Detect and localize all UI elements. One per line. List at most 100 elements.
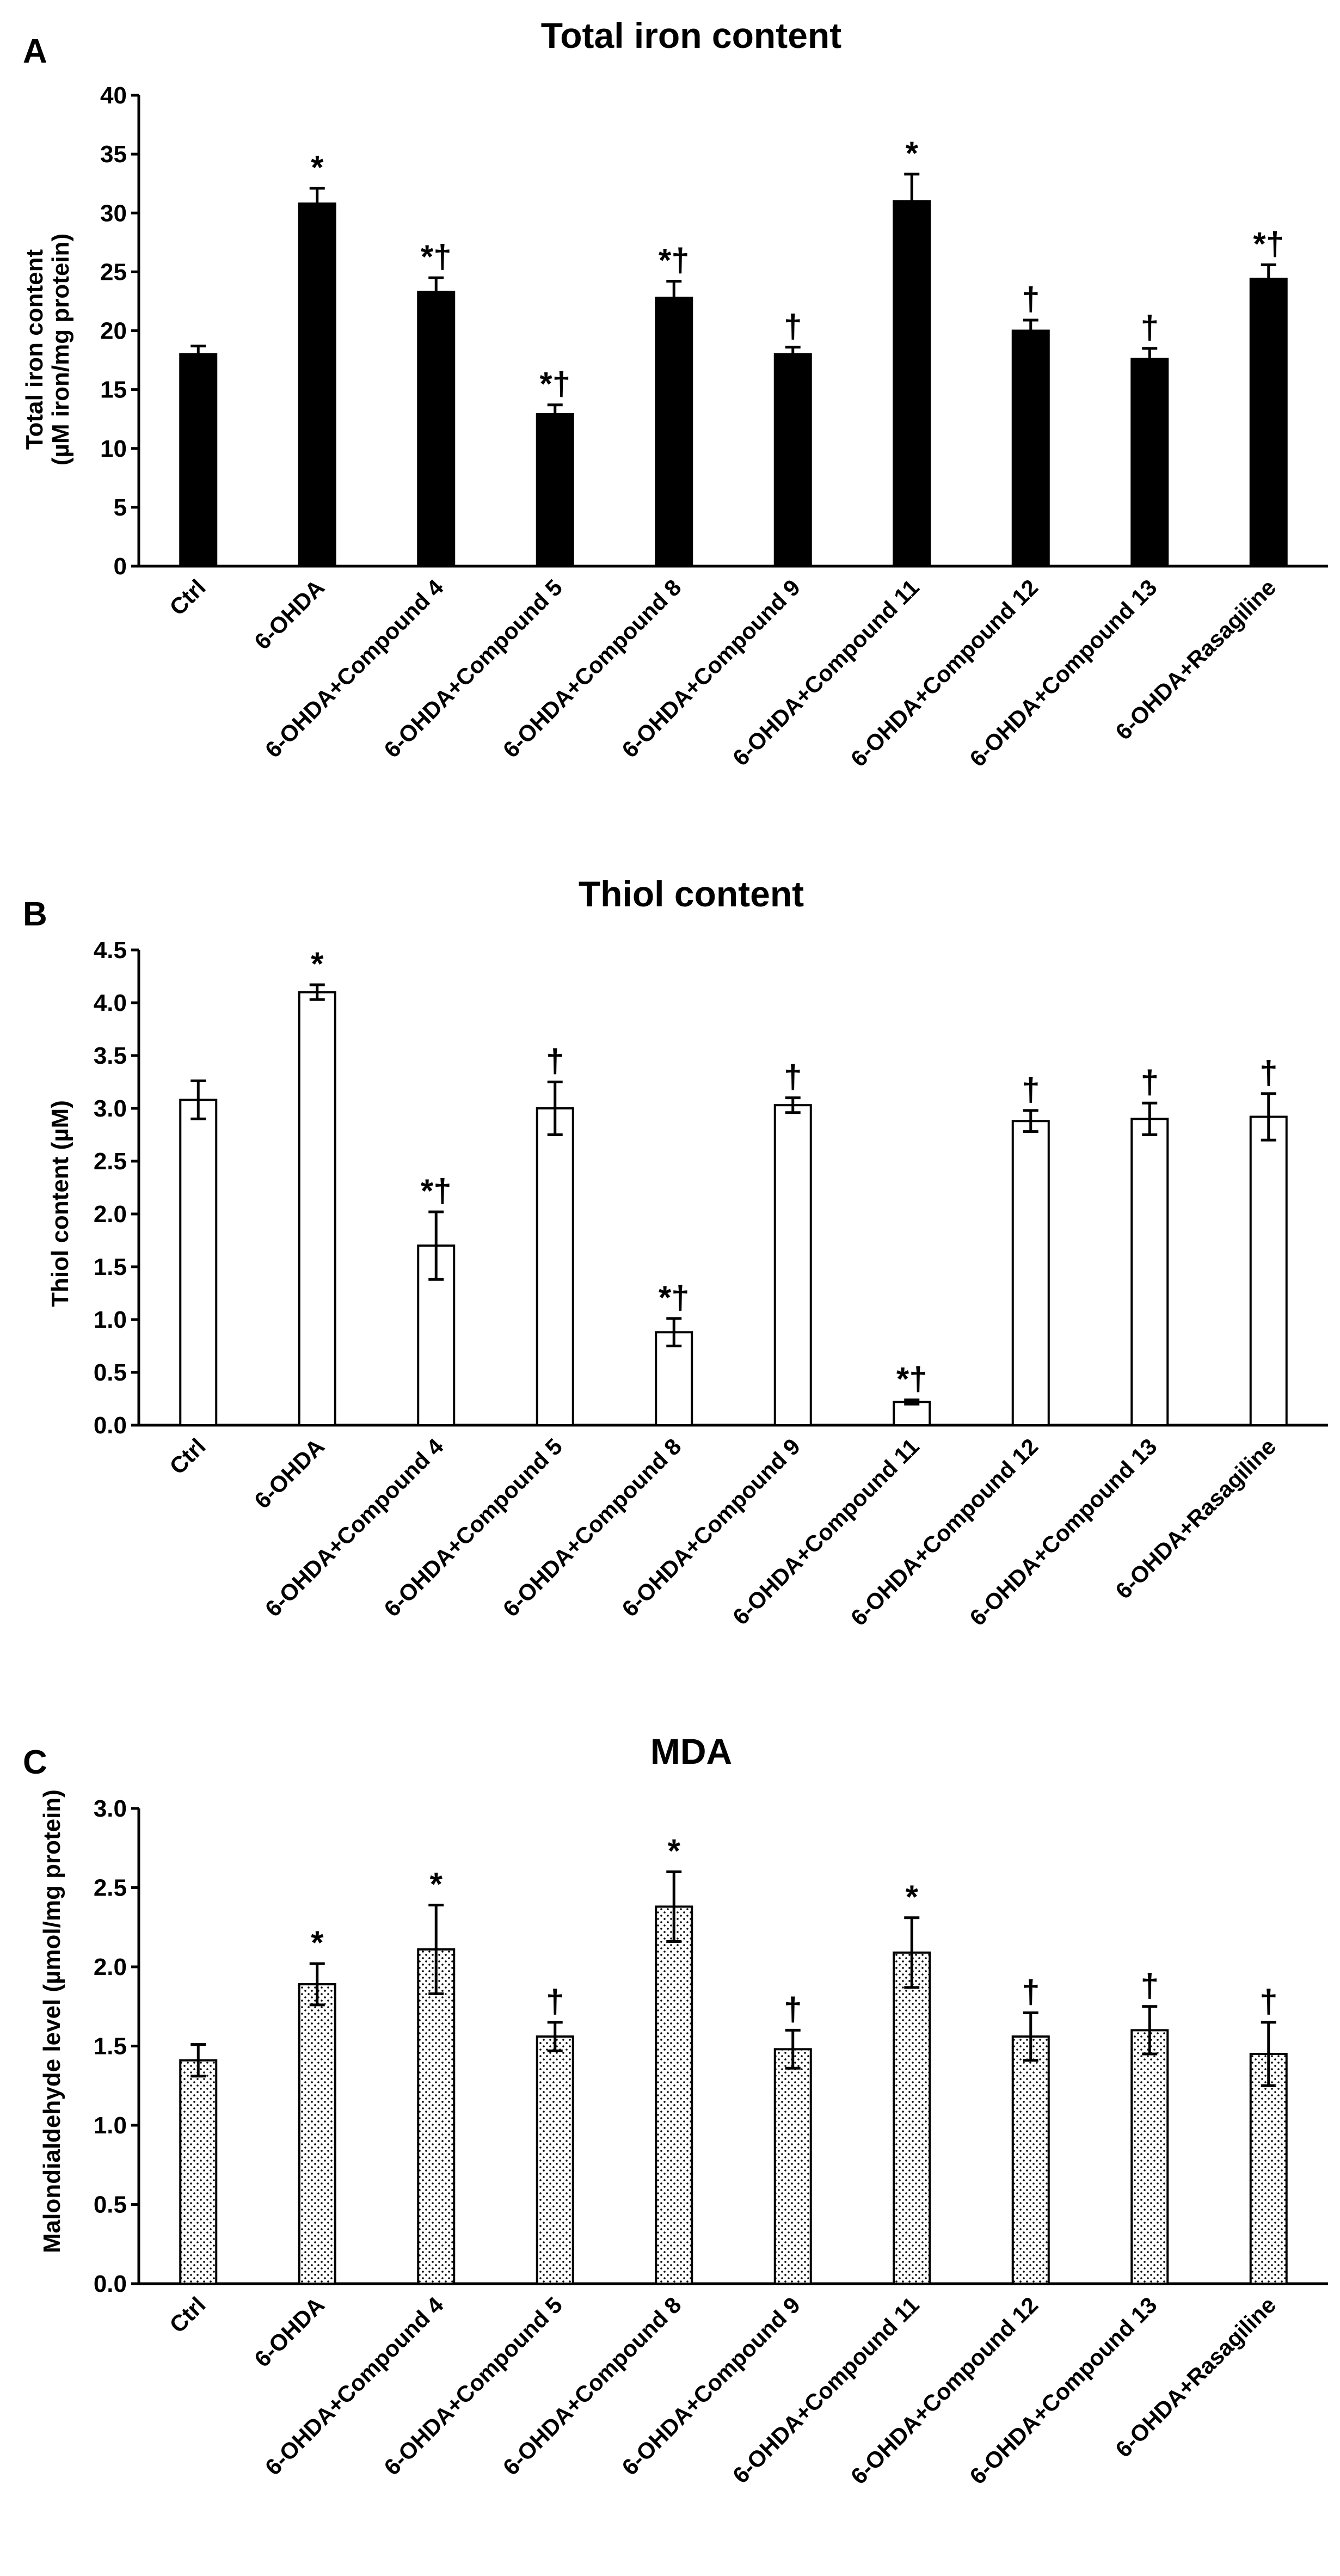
panel-c-chart: C MDA Malondialdehyde level (µmol/mg pro… (23, 1731, 1328, 2489)
panel-b-ytick-label: 0.0 (94, 1412, 127, 1439)
panel-c-ytick-label: 0.5 (94, 2192, 127, 2218)
panel-c-ytick-label: 1.0 (94, 2112, 127, 2139)
panel-a-ytick-label: 0 (114, 553, 127, 580)
panel-a-ytick-label: 40 (100, 82, 127, 109)
panel-b-significance-label: † (1022, 1071, 1040, 1108)
panel-b-ytick-label: 4.0 (94, 990, 127, 1016)
panel-c-bar (298, 1983, 336, 2285)
panel-a-ytick-label: 25 (100, 259, 127, 285)
panel-b-ytick-label: 1.0 (94, 1307, 127, 1333)
panel-c-significance-label: † (1141, 1967, 1159, 2004)
panel-b-bar (1130, 1118, 1169, 1426)
panel-a-xtick-label: 6-OHDA+Compound 12 (846, 574, 1043, 771)
panel-a-ylabel-line1: Total iron content (21, 249, 48, 450)
panel-c-xtick-label: 6-OHDA (249, 2292, 329, 2372)
panel-b-xtick-label: Ctrl (164, 1433, 210, 1479)
panel-a-bar (655, 296, 693, 567)
panel-b-significance-label: † (546, 1043, 564, 1080)
panel-c-bar (1249, 2053, 1288, 2285)
panel-a-significance-label: *† (1253, 225, 1284, 262)
panel-c-bar (1011, 2035, 1050, 2285)
panel-a-significance-label: * (311, 149, 324, 186)
panel-b-significance-label: *† (896, 1360, 927, 1397)
panel-a-bar (417, 291, 456, 567)
panel-b-significance-label: *† (659, 1279, 690, 1316)
panel-c-bar (1130, 2029, 1169, 2285)
panel-a-title: Total iron content (541, 15, 841, 56)
panel-c-letter: C (23, 1744, 47, 1781)
panel-c-bar (417, 1948, 456, 2285)
panel-a-bar (1249, 278, 1288, 567)
panel-c-significance-label: † (1022, 1973, 1040, 2010)
panel-b-significance-label: *† (421, 1173, 452, 1209)
panel-c-significance-label: * (311, 1924, 324, 1961)
panel-c-ytick-label: 0.0 (94, 2271, 127, 2297)
panel-b-ytick-label: 4.5 (94, 937, 127, 964)
panel-a-bar (298, 202, 336, 567)
panel-b-bar (179, 1099, 218, 1426)
panel-c-ytick-label: 2.5 (94, 1875, 127, 1902)
panel-c-bar (536, 2035, 574, 2285)
panel-b-ytick-label: 3.0 (94, 1095, 127, 1122)
panel-b-significance-label: * (311, 946, 324, 982)
panel-a-ytick-label: 10 (100, 436, 127, 462)
panel-c-bar (179, 2059, 218, 2285)
panel-b-ytick-label: 2.0 (94, 1201, 127, 1228)
panel-c-ylabel: Malondialdehyde level (µmol/mg protein) (39, 1789, 65, 2253)
panel-a-bar (893, 200, 931, 567)
panel-c-significance-label: † (784, 1991, 802, 2027)
panel-c-significance-label: † (1259, 1983, 1277, 2020)
panel-a-ytick-label: 15 (100, 377, 127, 403)
panel-c-xtick-label: 6-OHDA+Compound 13 (964, 2292, 1161, 2489)
panel-b-bar (536, 1107, 574, 1426)
panel-b-bar (1011, 1120, 1050, 1426)
panel-a-ytick-label: 30 (100, 200, 127, 226)
panel-a-xtick-label: 6-OHDA (249, 574, 329, 654)
panel-a-bar (773, 353, 812, 567)
panel-a-significance-label: † (784, 308, 802, 345)
panel-a-significance-label: *† (659, 242, 690, 279)
panel-a-significance-label: † (1141, 309, 1159, 346)
panel-c-significance-label: * (906, 1879, 919, 1915)
panel-c-ytick-label: 1.5 (94, 2033, 127, 2060)
panel-a-bar (536, 413, 574, 567)
panel-c-ytick-label: 3.0 (94, 1795, 127, 1822)
panel-b-significance-label: † (1259, 1054, 1277, 1091)
panel-b-xtick-label: 6-OHDA+Compound 12 (846, 1433, 1043, 1630)
panel-b-bar (893, 1401, 931, 1427)
panel-b-significance-label: † (784, 1059, 802, 1095)
panel-a-letter: A (23, 33, 47, 70)
panel-b-bar (1249, 1115, 1288, 1426)
panel-c-significance-label: * (430, 1866, 443, 1903)
panel-c-bar (655, 1905, 693, 2285)
panel-b-ylabel: Thiol content (µM) (47, 1100, 73, 1307)
panel-b-ytick-label: 1.5 (94, 1254, 127, 1280)
panel-c-significance-label: * (668, 1832, 681, 1869)
panel-c-significance-label: † (546, 1983, 564, 2020)
panel-a-significance-label: † (1022, 281, 1040, 317)
panel-a-significance-label: *† (421, 238, 452, 275)
panel-c-xtick-label: 6-OHDA+Compound 12 (846, 2292, 1043, 2489)
panel-a-ytick-label: 20 (100, 318, 127, 345)
panel-a-significance-label: *† (539, 366, 570, 402)
panel-b-ytick-label: 2.5 (94, 1148, 127, 1175)
panel-a-bar (1130, 358, 1169, 568)
panel-c-title: MDA (650, 1731, 732, 1771)
panel-b-ytick-label: 3.5 (94, 1042, 127, 1069)
panel-b-bar (655, 1331, 693, 1427)
panel-a-ytick-label: 5 (114, 494, 127, 521)
panel-c-bar (773, 2048, 812, 2285)
panel-b-ytick-label: 0.5 (94, 1359, 127, 1386)
panel-a-chart: A Total iron content Total iron content … (21, 15, 1328, 772)
panel-b-xtick-label: 6-OHDA (249, 1433, 329, 1513)
panel-a-xtick-label: 6-OHDA+Compound 13 (964, 574, 1161, 771)
panel-b-xtick-label: 6-OHDA+Compound 13 (964, 1433, 1161, 1630)
panel-b-title: Thiol content (579, 874, 804, 914)
panel-b-letter: B (23, 896, 47, 933)
panel-c-xtick-label: Ctrl (164, 2292, 210, 2338)
panel-b-bar (773, 1104, 812, 1427)
panel-c-bar (893, 1951, 931, 2285)
panel-c-ytick-label: 2.0 (94, 1954, 127, 1980)
panel-a-significance-label: * (906, 135, 919, 171)
